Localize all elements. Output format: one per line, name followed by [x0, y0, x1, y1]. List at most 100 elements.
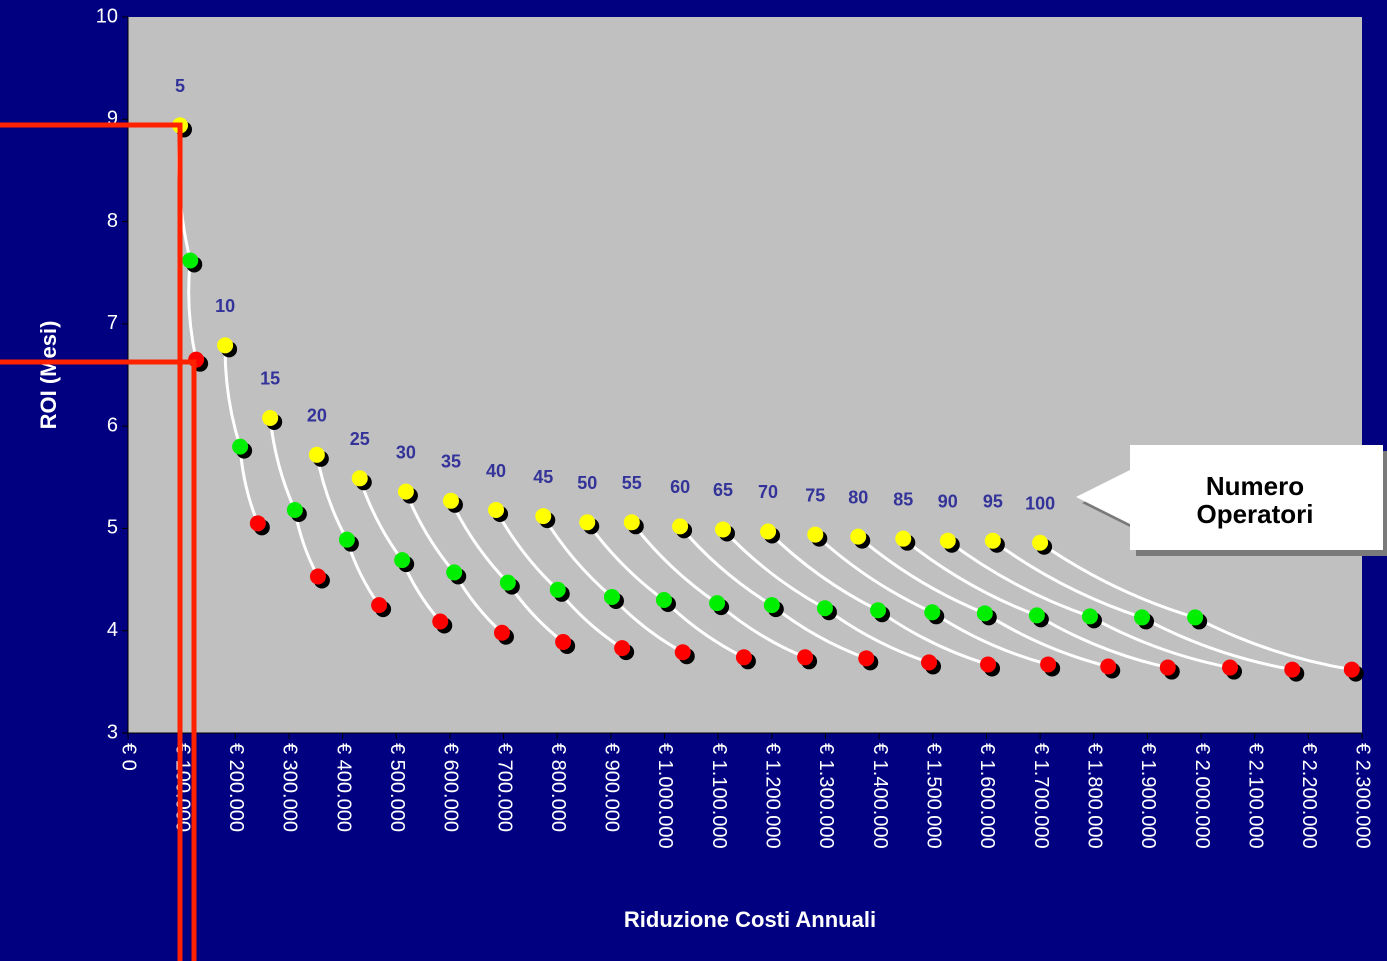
- point: [1159, 659, 1176, 676]
- group-label: 65: [713, 480, 733, 500]
- point: [980, 656, 997, 673]
- point: [394, 552, 411, 569]
- point: [1040, 656, 1057, 673]
- x-tick-label: € 1.500.000: [923, 743, 945, 849]
- point: [488, 502, 505, 519]
- callout-wrap: Numero Operatori: [1196, 471, 1314, 529]
- y-tick-label: 6: [107, 414, 118, 436]
- callout-text: Numero Operatori: [1196, 471, 1314, 529]
- point: [371, 597, 388, 614]
- point: [1081, 608, 1098, 625]
- x-tick-label: € 1.800.000: [1083, 743, 1105, 849]
- point: [1100, 658, 1117, 675]
- x-tick-label: € 800.000: [547, 743, 569, 832]
- x-tick-label: € 300.000: [279, 743, 301, 832]
- point: [1187, 609, 1204, 626]
- point: [858, 650, 875, 667]
- y-tick-label: 5: [107, 517, 118, 539]
- y-tick-label: 8: [107, 210, 118, 232]
- point: [939, 532, 956, 549]
- point: [432, 613, 449, 630]
- point: [1343, 661, 1360, 678]
- group-label: 35: [441, 452, 461, 472]
- point: [655, 592, 672, 609]
- group-label: 95: [983, 491, 1003, 511]
- group-label: 100: [1025, 493, 1055, 513]
- point: [807, 526, 824, 543]
- x-tick-label: € 1.700.000: [1030, 743, 1052, 849]
- point: [735, 649, 752, 666]
- group-label: 85: [893, 489, 913, 509]
- group-label: 75: [805, 485, 825, 505]
- group-label: 40: [486, 461, 506, 481]
- group-label: 45: [533, 467, 553, 487]
- point: [623, 514, 640, 531]
- y-tick-label: 4: [107, 619, 118, 641]
- x-tick-label: € 900.000: [601, 743, 623, 832]
- callout: Numero Operatori: [1076, 445, 1387, 556]
- x-tick-label: € 2.200.000: [1298, 743, 1320, 849]
- y-tick-label: 3: [107, 721, 118, 743]
- point: [1032, 534, 1049, 551]
- point: [262, 409, 279, 426]
- point: [816, 600, 833, 617]
- point: [1028, 607, 1045, 624]
- point: [182, 252, 199, 269]
- y-tick-label: 10: [96, 5, 118, 27]
- point: [308, 446, 325, 463]
- point: [709, 595, 726, 612]
- x-tick-label: € 1.600.000: [976, 743, 998, 849]
- point: [760, 523, 777, 540]
- y-tick-label: 9: [107, 108, 118, 130]
- group-label: 60: [670, 477, 690, 497]
- point: [715, 521, 732, 538]
- group-label: 90: [938, 491, 958, 511]
- x-tick-label: € 1.300.000: [815, 743, 837, 849]
- point: [603, 588, 620, 605]
- x-tick-label: € 700.000: [493, 743, 515, 832]
- point: [1222, 659, 1239, 676]
- point: [249, 515, 266, 532]
- plot-area: [128, 17, 1362, 733]
- x-tick-label: € 1.000.000: [654, 743, 676, 849]
- x-tick-label: € 2.100.000: [1244, 743, 1266, 849]
- x-tick-label: € 600.000: [440, 743, 462, 832]
- point: [309, 568, 326, 585]
- point: [579, 514, 596, 531]
- group-label: 25: [350, 429, 370, 449]
- point: [895, 530, 912, 547]
- y-tick-label: 7: [107, 312, 118, 334]
- x-tick-label: € 200.000: [225, 743, 247, 832]
- group-label: 55: [622, 473, 642, 493]
- x-tick-label: € 500.000: [386, 743, 408, 832]
- point: [1284, 661, 1301, 678]
- x-tick-label: € 1.200.000: [762, 743, 784, 849]
- point: [797, 649, 814, 666]
- point: [672, 518, 689, 535]
- group-label: 30: [396, 442, 416, 462]
- group-label: 50: [577, 473, 597, 493]
- point: [493, 624, 510, 641]
- group-label: 15: [260, 369, 280, 389]
- point: [442, 492, 459, 509]
- point: [499, 574, 516, 591]
- point: [984, 532, 1001, 549]
- x-tick-label: € 1.900.000: [1137, 743, 1159, 849]
- callout-box: [1076, 445, 1383, 550]
- x-tick-label: € 2.000.000: [1191, 743, 1213, 849]
- point: [397, 483, 414, 500]
- highlight-line: [0, 122, 183, 961]
- point: [446, 564, 463, 581]
- group-label: 5: [175, 76, 185, 96]
- point: [674, 644, 691, 661]
- point: [338, 531, 355, 548]
- group-label: 20: [307, 406, 327, 426]
- point: [924, 604, 941, 621]
- point: [763, 597, 780, 614]
- x-tick-label: € 2.300.000: [1352, 743, 1374, 849]
- x-tick-label: € 1.400.000: [869, 743, 891, 849]
- point: [976, 605, 993, 622]
- x-axis-title: Riduzione Costi Annuali: [624, 907, 876, 932]
